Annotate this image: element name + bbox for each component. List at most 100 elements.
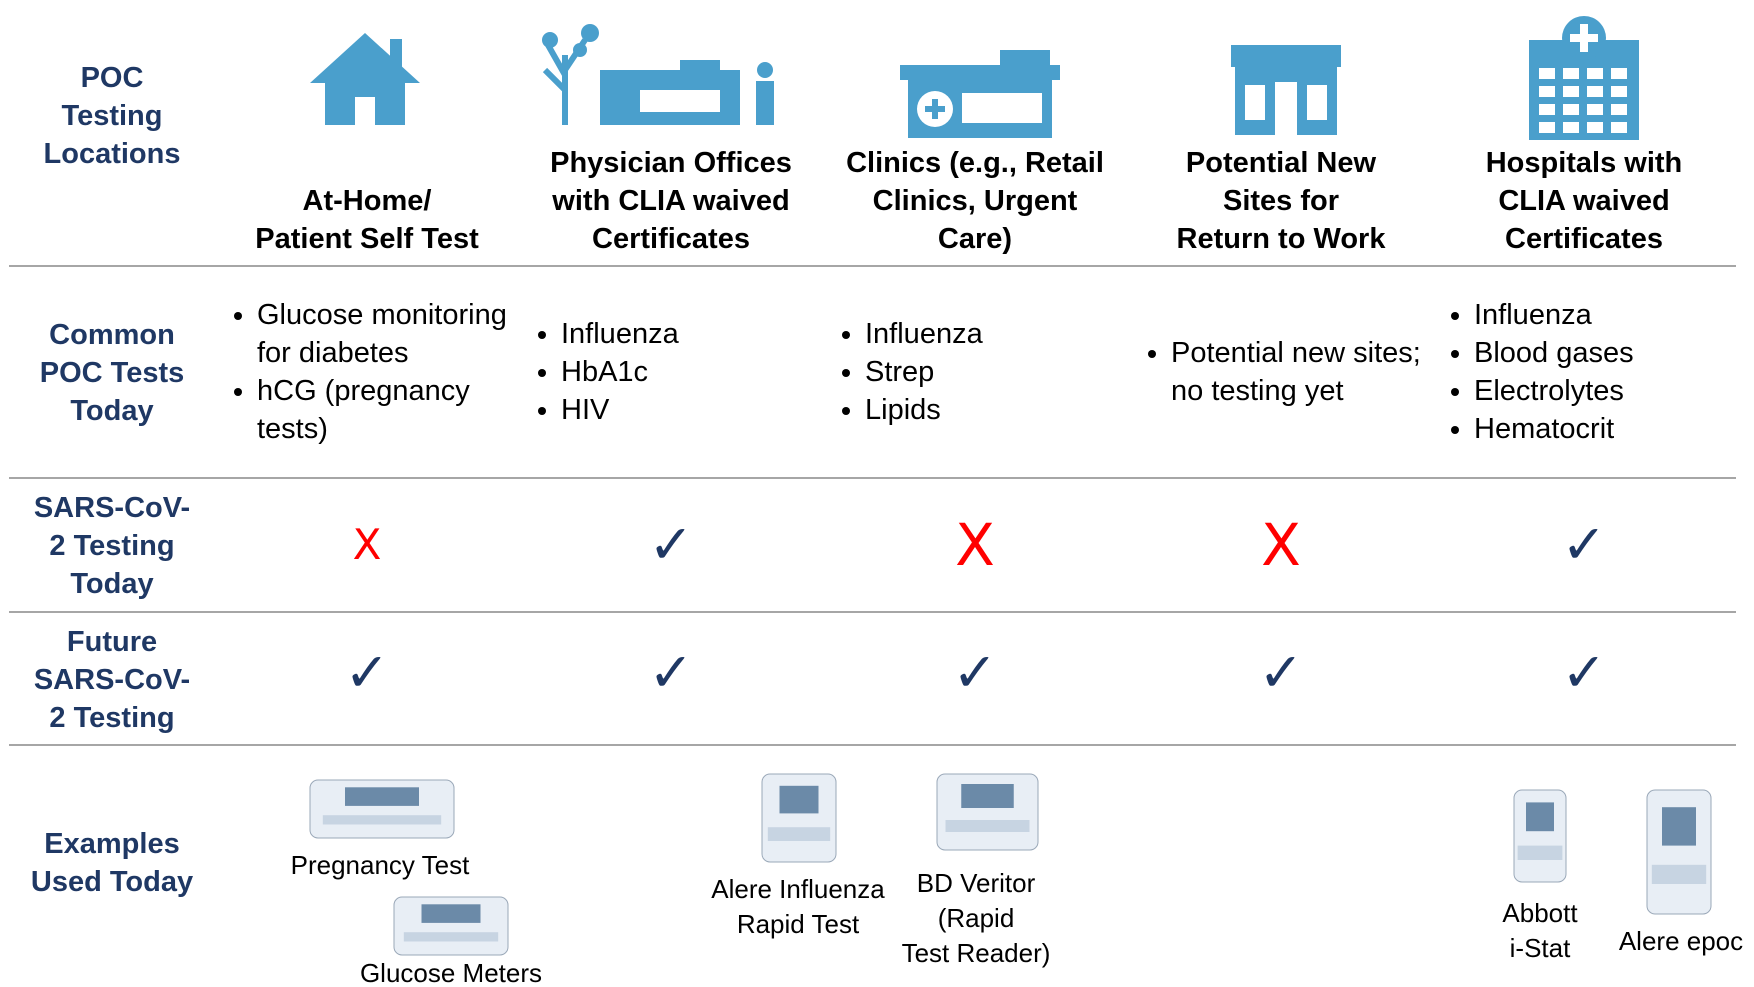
text-line: Certificates <box>592 223 750 255</box>
text-line: Examples <box>44 828 180 860</box>
example-label: Alere epoc <box>1551 924 1754 959</box>
text-line: Alere Influenza <box>711 874 885 904</box>
location-icon <box>542 24 774 125</box>
text-line: Care) <box>937 223 1013 255</box>
status-mark: X <box>955 511 995 579</box>
test-item: Lipids <box>865 391 983 429</box>
column-title: Clinics (e.g., Retail Clinics, Urgent Care… <box>815 144 1135 258</box>
test-item: Influenza <box>865 315 983 353</box>
text-line: Future <box>66 626 158 658</box>
product-image <box>309 779 455 839</box>
text-line: Certificates <box>1505 223 1663 255</box>
status-mark: ✓ <box>1258 641 1304 704</box>
text-line: Potential New <box>1185 147 1377 179</box>
test-item: Strep <box>865 353 983 391</box>
row-divider <box>9 611 1736 613</box>
text-line: POC Tests <box>39 357 185 389</box>
example-label: Alere Influenza Rapid Test <box>668 872 928 942</box>
row-header: POC Testing Locations <box>12 59 212 173</box>
text-line: Hospitals with <box>1485 147 1683 179</box>
product-image <box>936 773 1039 851</box>
text-line: SARS-CoV- <box>33 492 191 524</box>
row-divider <box>9 744 1736 746</box>
bullets: Glucose monitoring for diabeteshCG (preg… <box>217 296 507 448</box>
row-header: Future SARS-CoV- 2 Testing <box>12 623 212 737</box>
status-mark: ✓ <box>648 513 694 576</box>
row-divider <box>9 477 1736 479</box>
column-title: Hospitals with CLIA waived Certificates <box>1424 144 1744 258</box>
text-line: Physician Offices <box>550 147 792 179</box>
status-mark: ✓ <box>952 641 998 704</box>
text-line: Common <box>49 319 175 351</box>
text-line: 2 Testing <box>49 530 175 562</box>
text-line: Today <box>70 568 154 600</box>
text-line: (Rapid <box>937 903 1015 933</box>
row-divider <box>9 265 1736 267</box>
column-title: At-Home/Patient Self Test <box>207 182 527 258</box>
bullets: InfluenzaStrepLipids <box>825 315 983 429</box>
text-line: Today <box>70 395 154 427</box>
text-line: Testing <box>61 100 163 132</box>
product-image <box>1513 789 1567 883</box>
text-line: CLIA waived <box>1498 185 1670 217</box>
test-list: Glucose monitoring for diabeteshCG (preg… <box>217 266 507 478</box>
example-label: Abbott i-Stat <box>1410 896 1670 966</box>
location-icon <box>900 50 1060 138</box>
example-label: Pregnancy Test <box>250 848 510 883</box>
text-line: BD Veritor <box>916 868 1036 898</box>
location-icon <box>310 33 420 125</box>
test-list: InfluenzaStrepLipids <box>825 266 1115 478</box>
test-item: Electrolytes <box>1474 372 1634 410</box>
text-line: POC <box>80 62 144 94</box>
text-line: Pregnancy Test <box>290 850 470 880</box>
test-list: InfluenzaHbA1cHIV <box>521 266 811 478</box>
test-item: HbA1c <box>561 353 679 391</box>
test-item: Hematocrit <box>1474 410 1634 448</box>
text-line: with CLIA waived <box>552 185 790 217</box>
text-line: Alere epoc <box>1618 926 1744 956</box>
test-item: Glucose monitoring for diabetes <box>257 296 507 372</box>
text-line: Patient Self Test <box>255 223 479 255</box>
example-label: Glucose Meters <box>321 956 581 987</box>
status-mark: ✓ <box>1561 641 1607 704</box>
status-mark: ✓ <box>1561 513 1607 576</box>
product-image <box>761 773 837 863</box>
bullets: InfluenzaBlood gasesElectrolytesHematocr… <box>1434 296 1634 448</box>
location-icon <box>1231 45 1341 135</box>
status-mark: ✓ <box>648 641 694 704</box>
status-mark: ✓ <box>344 641 390 704</box>
text-line: i-Stat <box>1509 933 1571 963</box>
test-item: Influenza <box>561 315 679 353</box>
status-mark: X <box>352 520 382 569</box>
text-line: At-Home/ <box>302 185 432 217</box>
location-icon <box>1529 16 1639 140</box>
text-line: Sites for <box>1222 185 1340 217</box>
example-label: BD Veritor (Rapid Test Reader) <box>846 866 1106 971</box>
product-image <box>1646 789 1712 915</box>
text-line: Rapid Test <box>736 909 860 939</box>
column-title: Physician Offices with CLIA waived Certifi… <box>511 144 831 258</box>
row-header: Examples Used Today <box>12 825 212 901</box>
text-line: Clinics, Urgent <box>872 185 1078 217</box>
column-title: Potential New Sites for Return to Work <box>1121 144 1441 258</box>
bullets: InfluenzaHbA1cHIV <box>521 315 679 429</box>
test-item: HIV <box>561 391 679 429</box>
text-line: Return to Work <box>1176 223 1386 255</box>
text-line: Abbott <box>1502 898 1578 928</box>
row-header: SARS-CoV- 2 Testing Today <box>12 489 212 603</box>
test-item: hCG (pregnancy tests) <box>257 372 507 448</box>
text-line: Clinics (e.g., Retail <box>846 147 1104 179</box>
text-line: Locations <box>43 138 181 170</box>
product-image <box>393 896 509 956</box>
text-line: Glucose Meters <box>359 958 543 987</box>
test-list: InfluenzaBlood gasesElectrolytesHematocr… <box>1434 266 1724 478</box>
text-line: Used Today <box>30 866 194 898</box>
bullets: Potential new sites; no testing yet <box>1131 334 1421 410</box>
text-line: Test Reader) <box>901 938 1051 968</box>
text-line: SARS-CoV- <box>33 664 191 696</box>
text-line: 2 Testing <box>49 702 175 734</box>
test-item: Influenza <box>1474 296 1634 334</box>
test-item: Blood gases <box>1474 334 1634 372</box>
test-item: Potential new sites; no testing yet <box>1171 334 1421 410</box>
